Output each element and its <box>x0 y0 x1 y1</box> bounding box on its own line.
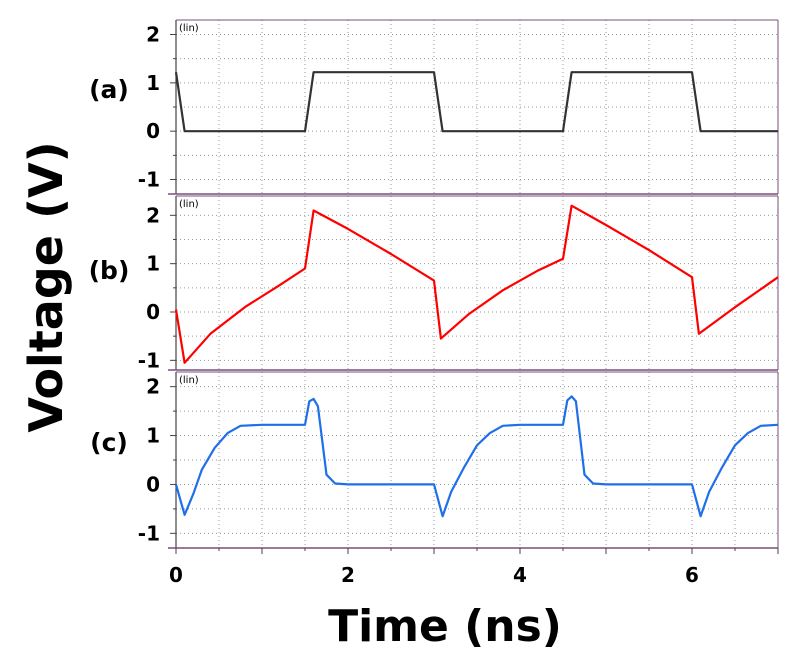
series-line <box>174 395 779 518</box>
y-tick-label: 0 <box>146 472 160 496</box>
y-axis-title: Voltage (V) <box>19 141 73 432</box>
x-axis-title: Time (ns) <box>328 601 562 652</box>
panel-label: (b) <box>89 256 130 285</box>
panel-label: (c) <box>90 428 128 457</box>
y-tick-label: 2 <box>146 375 160 399</box>
series-line <box>174 204 779 364</box>
y-tick-label: 1 <box>146 252 160 276</box>
y-tick-label: 1 <box>146 424 160 448</box>
y-tick-label: -1 <box>138 521 160 545</box>
y-tick-label: -1 <box>138 348 160 372</box>
y-tick-label: 2 <box>146 23 160 47</box>
y-tick-label: -1 <box>138 168 160 192</box>
y-tick-label: 1 <box>146 71 160 95</box>
panel-label: (a) <box>89 75 129 104</box>
y-tick-label: 2 <box>146 203 160 227</box>
scale-label: (lin) <box>179 23 199 34</box>
x-tick-label: 4 <box>513 563 527 587</box>
scale-label: (lin) <box>179 199 199 210</box>
y-tick-label: 0 <box>146 119 160 143</box>
scale-label: (lin) <box>179 375 199 386</box>
y-tick-label: 0 <box>146 300 160 324</box>
series-line <box>174 71 778 133</box>
panel-2: -1 0 1 2 (lin) (b) <box>89 195 779 372</box>
x-axis: 0 2 4 6 <box>169 548 779 587</box>
x-tick-label: 2 <box>341 563 355 587</box>
chart-panels: -1 0 1 2 (lin) (a) -1 0 1 2 (lin) (b) -1 0 1 2 (lin) (c) <box>89 19 779 549</box>
panel-1: -1 0 1 2 (lin) (a) <box>89 19 779 195</box>
panel-3: -1 0 1 2 (lin) (c) <box>90 371 779 549</box>
x-tick-label: 6 <box>685 563 699 587</box>
x-tick-label: 0 <box>169 563 183 587</box>
